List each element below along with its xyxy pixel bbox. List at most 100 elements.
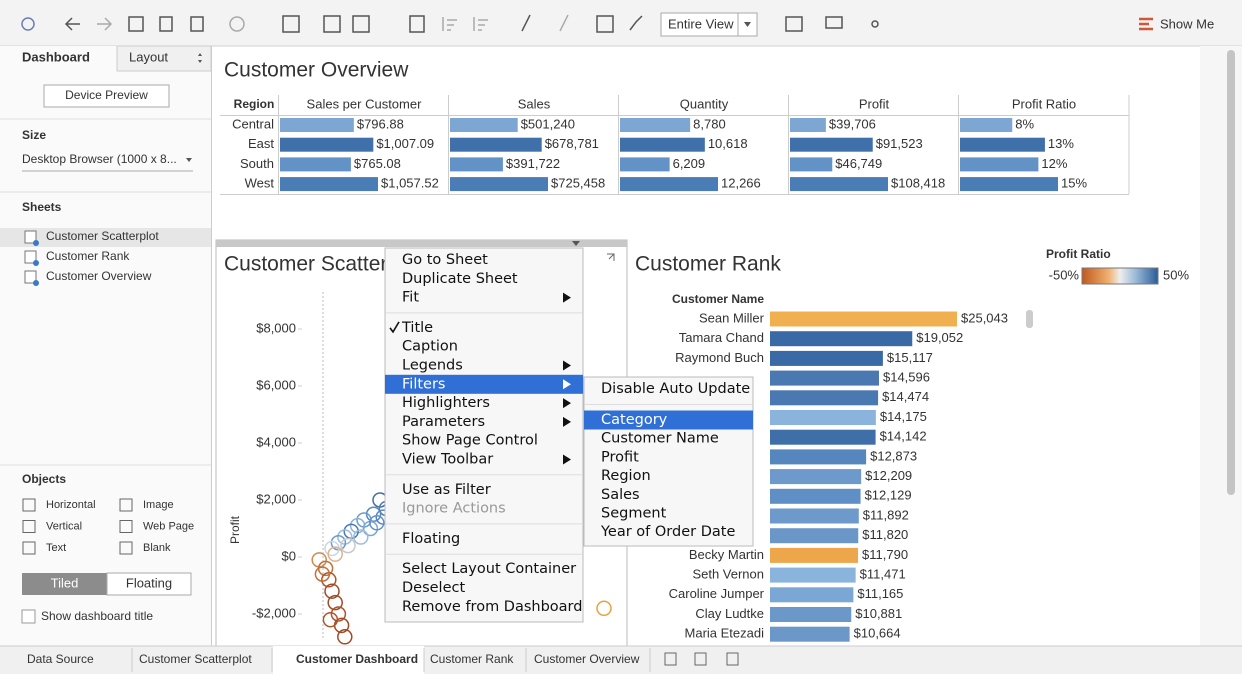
rank-value: $11,892 (863, 507, 909, 522)
menu-item[interactable]: Filters (402, 376, 445, 392)
submenu-item[interactable]: Segment (601, 506, 667, 522)
object-label[interactable]: Horizontal (46, 499, 96, 511)
active-tab (273, 646, 424, 674)
table-bar (280, 157, 351, 172)
undo[interactable] (64, 17, 80, 31)
button-label[interactable]: Device Preview (65, 88, 148, 102)
show-me-icon[interactable] (1139, 17, 1153, 31)
sheet-tab[interactable]: Customer Dashboard (296, 652, 418, 666)
floating-button[interactable] (106, 572, 192, 596)
duplicate[interactable] (323, 15, 341, 33)
object-label[interactable]: Blank (143, 542, 171, 554)
object-label[interactable]: Text (46, 542, 66, 554)
share[interactable] (871, 20, 879, 28)
submenu-item[interactable]: Category (601, 412, 668, 428)
object-label[interactable]: Web Page (143, 520, 194, 532)
rank-scrollbar[interactable] (1026, 310, 1033, 328)
menu-item[interactable]: Highlighters (402, 395, 490, 411)
new-worksheet[interactable] (664, 652, 677, 666)
object-label[interactable]: Vertical (46, 520, 82, 532)
submenu-item[interactable]: Customer Name (601, 431, 719, 447)
menu-item[interactable]: Duplicate Sheet (402, 271, 518, 287)
table-value: $391,722 (506, 156, 560, 171)
new-sheet[interactable] (282, 15, 300, 33)
size-arrow (186, 158, 192, 162)
menu-item[interactable]: Go to Sheet (402, 252, 488, 268)
legend-label: 50% (1163, 267, 1189, 282)
view-select[interactable] (660, 12, 758, 37)
save[interactable] (128, 16, 144, 32)
rank-bar (770, 547, 859, 563)
new-story[interactable] (726, 652, 739, 666)
logo[interactable] (21, 17, 35, 31)
swap[interactable] (409, 15, 425, 33)
menu-item[interactable]: Show Page Control (402, 433, 538, 449)
menu-item[interactable]: Use as Filter (402, 482, 491, 498)
scatter-point (353, 529, 369, 545)
highlight[interactable] (521, 14, 531, 32)
annotate[interactable] (559, 14, 569, 32)
mode-label[interactable]: Tiled (51, 575, 79, 590)
sheet-name[interactable]: Customer Scatterplot (46, 229, 159, 243)
popout-icon[interactable] (607, 253, 615, 261)
pause[interactable] (190, 16, 204, 32)
menu-item[interactable]: Legends (402, 358, 463, 374)
submenu-item[interactable]: Region (601, 468, 651, 484)
labels[interactable] (596, 15, 614, 33)
menu-item[interactable]: Caption (402, 339, 458, 355)
column-header: Region (234, 97, 275, 111)
show-me[interactable]: Show Me (1160, 16, 1214, 31)
show-title-checkbox[interactable] (21, 609, 36, 624)
menu-item: Ignore Actions (402, 501, 506, 517)
submenu-item[interactable]: Profit (601, 449, 639, 465)
tab[interactable]: Layout (129, 49, 168, 64)
sheet-selected (0, 228, 211, 247)
object-label[interactable]: Image (143, 499, 174, 511)
tiled-button[interactable] (22, 573, 107, 595)
new-datasource[interactable] (159, 16, 173, 32)
redo[interactable] (97, 17, 113, 31)
submenu-item[interactable]: Sales (601, 487, 640, 503)
device-preview-button[interactable] (43, 84, 170, 108)
sort-asc[interactable] (442, 17, 457, 31)
sheet-tab[interactable]: Customer Overview (534, 652, 640, 666)
scatter-point (314, 566, 331, 582)
scrollbar[interactable] (1227, 50, 1235, 495)
menu-item[interactable]: Deselect (402, 580, 465, 596)
tab[interactable]: Dashboard (22, 49, 90, 64)
new-dashboard[interactable] (694, 652, 707, 666)
menu-item[interactable]: Select Layout Container (402, 561, 576, 577)
presentation[interactable] (825, 16, 843, 29)
object-icon (22, 498, 36, 512)
sheet-tab[interactable]: Customer Scatterplot (139, 652, 252, 666)
region-label: South (240, 156, 274, 171)
cards[interactable] (785, 16, 803, 32)
mode-label[interactable]: Floating (126, 575, 172, 590)
layout-tab[interactable] (116, 45, 212, 72)
menu-item[interactable]: Floating (402, 531, 460, 547)
menu-item[interactable]: Parameters (402, 414, 485, 430)
menu-item[interactable]: Fit (402, 290, 419, 306)
submenu-item[interactable]: Year of Order Date (600, 524, 735, 540)
sheet-name[interactable]: Customer Rank (46, 249, 130, 263)
refresh[interactable] (229, 16, 245, 32)
submenu-item[interactable]: Disable Auto Update (601, 381, 750, 397)
checkbox-label[interactable]: Show dashboard title (41, 609, 153, 623)
size-value[interactable]: Desktop Browser (1000 x 8... (22, 152, 177, 166)
sheet-tab[interactable]: Customer Rank (430, 652, 514, 666)
menu-item[interactable]: Remove from Dashboard (402, 599, 582, 615)
clear[interactable] (352, 15, 370, 33)
menu-item[interactable]: Title (401, 320, 433, 336)
menu-item[interactable]: View Toolbar (402, 452, 493, 468)
pin[interactable] (629, 15, 643, 31)
rank-value: $11,165 (857, 586, 903, 601)
sort-desc[interactable] (473, 17, 488, 31)
scatter-panel-handle[interactable] (216, 240, 627, 247)
rank-title: Customer Rank (635, 253, 781, 276)
sheet-tab[interactable]: Data Source (27, 652, 94, 666)
sheet-name[interactable]: Customer Overview (46, 269, 152, 283)
panel-menu-arrow[interactable] (572, 241, 580, 246)
y-axis-label: Profit (228, 515, 242, 544)
